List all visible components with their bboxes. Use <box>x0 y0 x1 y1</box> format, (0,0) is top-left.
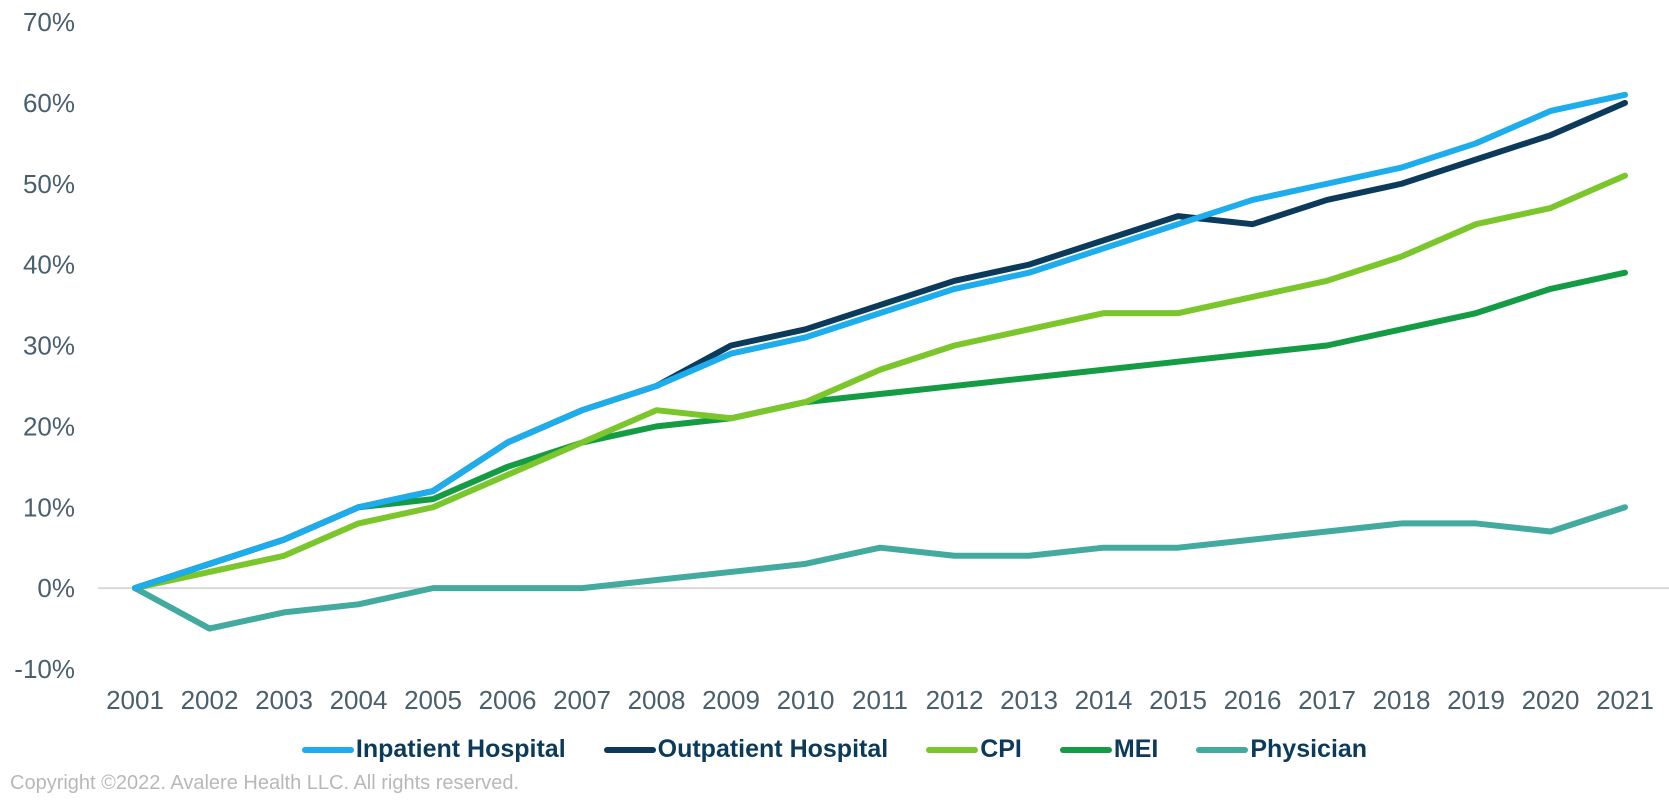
series-line-inpatient-hospital <box>132 91 1628 592</box>
line-chart: -10% 0% 10% 20% 30% 40% 50% 60% 70% 2001 2002 2003… <box>14 7 1669 715</box>
y-tick-label: 0% <box>37 573 75 603</box>
legend-item-inpatient-hospital: Inpatient Hospital <box>301 735 566 764</box>
legend-label: Outpatient Hospital <box>657 735 889 763</box>
x-tick-label: 2005 <box>404 685 462 715</box>
legend-label: CPI <box>980 735 1022 763</box>
copyright-notice: Copyright ©2022. Avalere Health LLC. All… <box>10 772 520 794</box>
x-tick-label: 2009 <box>702 685 760 715</box>
series-group <box>132 91 1628 632</box>
x-tick-label: 2013 <box>1000 685 1058 715</box>
legend-item-mei: MEI <box>1059 735 1159 764</box>
x-tick-label: 2012 <box>926 685 984 715</box>
y-tick-label: 70% <box>23 7 75 37</box>
legend-swatch <box>603 746 656 753</box>
legend: Inpatient Hospital Outpatient Hospital CPI… <box>0 735 1669 764</box>
y-tick-label: 60% <box>23 88 75 118</box>
y-tick-label: -10% <box>14 654 75 684</box>
series-line-mei <box>132 269 1628 592</box>
x-tick-label: 2014 <box>1075 685 1133 715</box>
x-tick-label: 2016 <box>1224 685 1282 715</box>
legend-swatch <box>301 746 354 753</box>
x-tick-label: 2015 <box>1149 685 1207 715</box>
x-tick-label: 2018 <box>1373 685 1431 715</box>
x-tick-label: 2019 <box>1447 685 1505 715</box>
x-axis: 2001 2002 2003 2004 2005 2006 2007 2008 2009 2010… <box>106 685 1654 715</box>
series-line-physician <box>132 504 1628 632</box>
y-axis: -10% 0% 10% 20% 30% 40% 50% 60% 70% <box>14 7 75 684</box>
legend-item-physician: Physician <box>1196 735 1367 764</box>
legend-swatch <box>1059 746 1112 753</box>
x-tick-label: 2017 <box>1298 685 1356 715</box>
x-tick-label: 2010 <box>777 685 835 715</box>
x-tick-label: 2007 <box>553 685 611 715</box>
y-tick-label: 20% <box>23 411 75 441</box>
x-tick-label: 2020 <box>1522 685 1580 715</box>
legend-swatch <box>1196 746 1249 753</box>
legend-item-cpi: CPI <box>926 735 1022 764</box>
y-tick-label: 10% <box>23 492 75 522</box>
legend-label: MEI <box>1113 735 1159 763</box>
legend-swatch <box>926 746 979 753</box>
y-tick-label: 40% <box>23 250 75 280</box>
series-line-cpi <box>132 172 1628 592</box>
legend-label: Inpatient Hospital <box>355 735 566 763</box>
x-tick-label: 2004 <box>330 685 388 715</box>
x-tick-label: 2008 <box>628 685 686 715</box>
y-tick-label: 30% <box>23 331 75 361</box>
x-tick-label: 2011 <box>852 685 908 715</box>
legend-label: Physician <box>1250 735 1368 763</box>
y-tick-label: 50% <box>23 169 75 199</box>
legend-item-outpatient-hospital: Outpatient Hospital <box>603 735 889 764</box>
series-line-outpatient-hospital <box>132 99 1628 592</box>
x-tick-label: 2006 <box>479 685 537 715</box>
x-tick-label: 2001 <box>106 685 164 715</box>
x-tick-label: 2002 <box>181 685 239 715</box>
x-tick-label: 2003 <box>255 685 313 715</box>
x-tick-label: 2021 <box>1596 685 1654 715</box>
